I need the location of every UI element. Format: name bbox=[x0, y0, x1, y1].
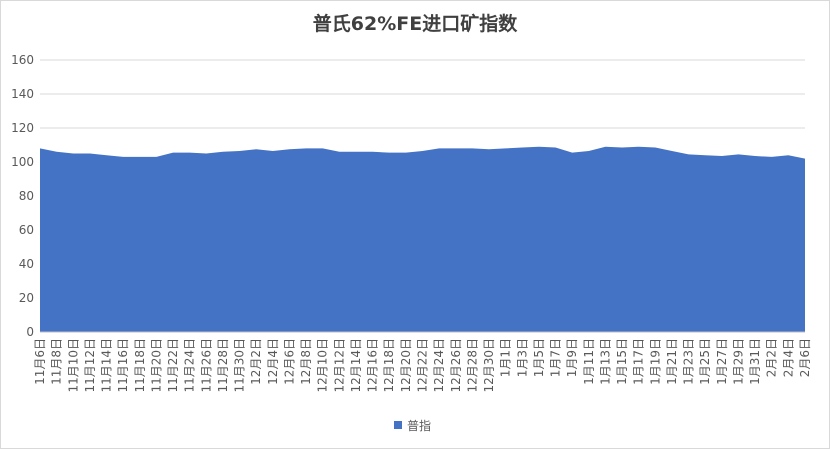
y-tick-label: 120 bbox=[11, 121, 34, 135]
x-tick-label: 11月30日 bbox=[233, 338, 247, 393]
x-tick-label: 11月8日 bbox=[50, 338, 64, 385]
legend-swatch bbox=[394, 421, 402, 429]
x-tick-label: 1月27日 bbox=[715, 338, 729, 385]
x-tick-label: 12月22日 bbox=[416, 338, 430, 393]
x-tick-label: 1月13日 bbox=[598, 338, 612, 385]
x-tick-label: 11月22日 bbox=[166, 338, 180, 393]
x-tick-label: 12月14日 bbox=[349, 338, 363, 393]
x-tick-label: 12月18日 bbox=[382, 338, 396, 393]
x-tick-label: 2月2日 bbox=[765, 338, 779, 377]
x-tick-label: 11月18日 bbox=[133, 338, 147, 393]
x-tick-label: 11月6日 bbox=[33, 338, 47, 385]
x-tick-label: 2月6日 bbox=[798, 338, 812, 377]
x-tick-label: 12月24日 bbox=[432, 338, 446, 393]
x-tick-label: 1月7日 bbox=[549, 338, 563, 377]
x-tick-label: 1月25日 bbox=[698, 338, 712, 385]
x-tick-label: 12月4日 bbox=[266, 338, 280, 385]
x-tick-label: 12月16日 bbox=[366, 338, 380, 393]
x-tick-label: 12月12日 bbox=[332, 338, 346, 393]
x-tick-label: 12月8日 bbox=[299, 338, 313, 385]
x-tick-label: 11月24日 bbox=[183, 338, 197, 393]
x-tick-label: 1月9日 bbox=[565, 338, 579, 377]
x-tick-label: 1月15日 bbox=[615, 338, 629, 385]
x-tick-label: 1月31日 bbox=[748, 338, 762, 385]
x-tick-label: 2月4日 bbox=[781, 338, 795, 377]
y-tick-label: 60 bbox=[19, 223, 34, 237]
x-tick-label: 12月20日 bbox=[399, 338, 413, 393]
x-tick-label: 11月28日 bbox=[216, 338, 230, 393]
chart-title: 普氏62%FE进口矿指数 bbox=[313, 12, 518, 35]
y-tick-label: 80 bbox=[19, 189, 34, 203]
x-tick-label: 1月1日 bbox=[499, 338, 513, 377]
x-tick-label: 11月14日 bbox=[100, 338, 114, 393]
x-tick-label: 11月10日 bbox=[66, 338, 80, 393]
x-tick-label: 12月26日 bbox=[449, 338, 463, 393]
y-tick-label: 160 bbox=[11, 53, 34, 67]
x-tick-label: 11月26日 bbox=[199, 338, 213, 393]
y-tick-label: 40 bbox=[19, 257, 34, 271]
x-tick-label: 1月11日 bbox=[582, 338, 596, 385]
x-tick-label: 1月23日 bbox=[682, 338, 696, 385]
x-tick-label: 11月16日 bbox=[116, 338, 130, 393]
x-tick-label: 1月19日 bbox=[648, 338, 662, 385]
legend-label: 普指 bbox=[407, 418, 431, 433]
area bbox=[40, 146, 805, 332]
x-tick-label: 12月28日 bbox=[465, 338, 479, 393]
y-tick-label: 140 bbox=[11, 87, 34, 101]
x-tick-label: 12月6日 bbox=[282, 338, 296, 385]
y-tick-label: 0 bbox=[26, 325, 34, 339]
x-tick-label: 12月10日 bbox=[316, 338, 330, 393]
x-tick-label: 1月29日 bbox=[731, 338, 745, 385]
y-tick-label: 20 bbox=[19, 291, 34, 305]
x-tick-label: 1月21日 bbox=[665, 338, 679, 385]
x-tick-label: 12月2日 bbox=[249, 338, 263, 385]
x-tick-label: 1月17日 bbox=[632, 338, 646, 385]
x-tick-label: 11月12日 bbox=[83, 338, 97, 393]
x-tick-label: 12月30日 bbox=[482, 338, 496, 393]
y-tick-label: 100 bbox=[11, 155, 34, 169]
x-tick-label: 1月5日 bbox=[532, 338, 546, 377]
x-tick-label: 1月3日 bbox=[515, 338, 529, 377]
x-tick-label: 11月20日 bbox=[149, 338, 163, 393]
